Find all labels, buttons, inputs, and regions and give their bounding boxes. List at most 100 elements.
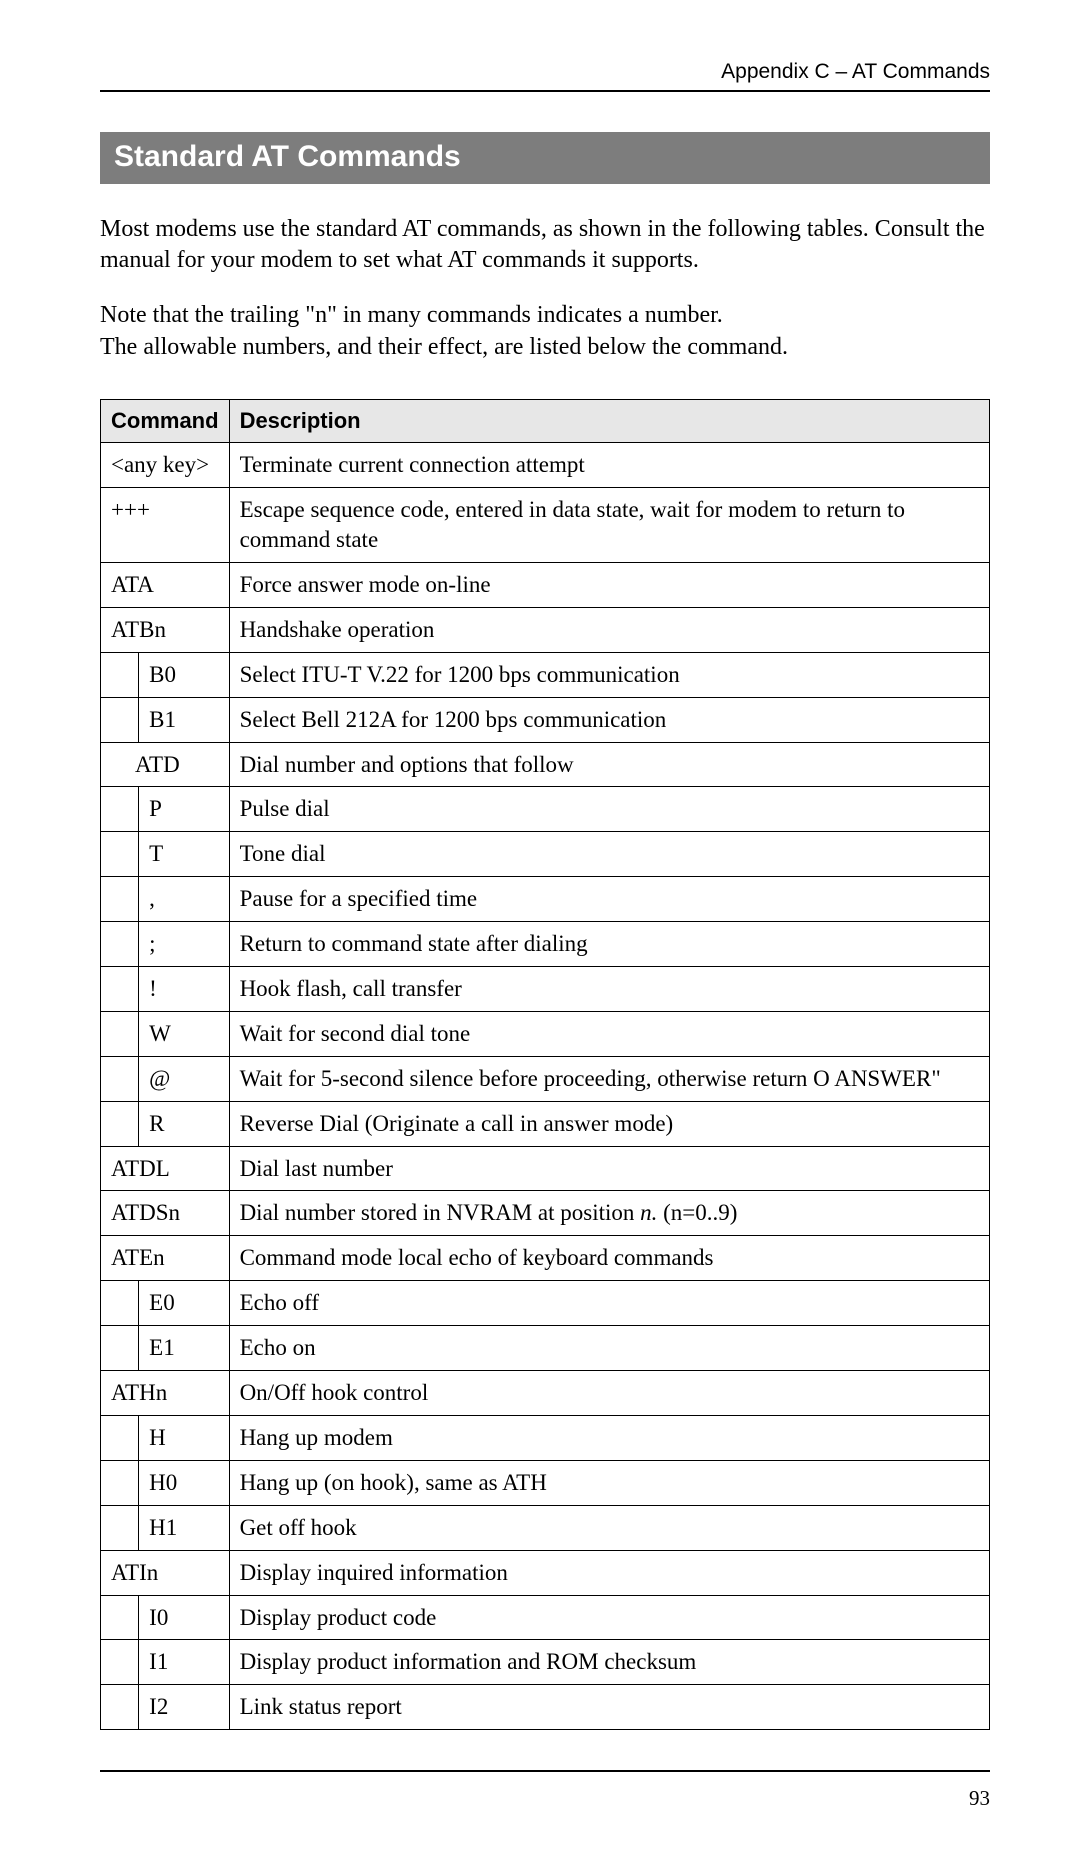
description-cell: Wait for second dial tone [229, 1011, 989, 1056]
command-cell: ATIn [101, 1550, 230, 1595]
description-cell: Display inquired information [229, 1550, 989, 1595]
indent-cell [101, 877, 139, 922]
sub-command-cell: R [139, 1101, 229, 1146]
indent-cell [101, 1685, 139, 1730]
description-cell: Handshake operation [229, 607, 989, 652]
table-row: !Hook flash, call transfer [101, 967, 990, 1012]
table-row: <any key>Terminate current connection at… [101, 443, 990, 488]
table-row: E1Echo on [101, 1326, 990, 1371]
indent-cell [101, 1281, 139, 1326]
table-row: ATDDial number and options that follow [101, 742, 990, 787]
table-row: ;Return to command state after dialing [101, 922, 990, 967]
table-row: ATInDisplay inquired information [101, 1550, 990, 1595]
table-row: HHang up modem [101, 1415, 990, 1460]
description-cell: Dial number and options that follow [229, 742, 989, 787]
sub-command-cell: H0 [139, 1460, 229, 1505]
sub-command-cell: H [139, 1415, 229, 1460]
table-header-description: Description [229, 399, 989, 443]
indent-cell [101, 1101, 139, 1146]
table-body: <any key>Terminate current connection at… [101, 443, 990, 1730]
indent-cell [101, 1011, 139, 1056]
indent-cell [101, 1505, 139, 1550]
table-row: RReverse Dial (Originate a call in answe… [101, 1101, 990, 1146]
note-line-2: The allowable numbers, and their effect,… [100, 334, 788, 360]
page: Appendix C – AT Commands Standard AT Com… [0, 0, 1080, 1861]
description-cell: Hang up modem [229, 1415, 989, 1460]
sub-command-cell: P [139, 787, 229, 832]
table-row: +++Escape sequence code, entered in data… [101, 488, 990, 563]
table-row: ATEnCommand mode local echo of keyboard … [101, 1236, 990, 1281]
table-row: I2Link status report [101, 1685, 990, 1730]
description-cell: Get off hook [229, 1505, 989, 1550]
table-row: @Wait for 5-second silence before procee… [101, 1056, 990, 1101]
description-cell: Dial last number [229, 1146, 989, 1191]
header-rule [100, 90, 990, 92]
indent-cell [101, 1326, 139, 1371]
indent-cell [101, 697, 139, 742]
sub-command-cell: W [139, 1011, 229, 1056]
page-number: 93 [100, 1786, 990, 1811]
description-cell: Tone dial [229, 832, 989, 877]
command-cell: ATEn [101, 1236, 230, 1281]
description-cell: Terminate current connection attempt [229, 443, 989, 488]
sub-command-cell: B0 [139, 652, 229, 697]
description-cell: On/Off hook control [229, 1371, 989, 1416]
indent-cell [101, 1056, 139, 1101]
table-row: H1Get off hook [101, 1505, 990, 1550]
sub-command-cell: ; [139, 922, 229, 967]
indent-cell [101, 652, 139, 697]
table-row: I0Display product code [101, 1595, 990, 1640]
at-commands-table-wrap: Command Description <any key>Terminate c… [100, 399, 990, 1730]
table-row: E0Echo off [101, 1281, 990, 1326]
command-cell: ATDSn [101, 1191, 230, 1236]
description-cell: Escape sequence code, entered in data st… [229, 488, 989, 563]
note-paragraph: Note that the trailing "n" in many comma… [100, 300, 990, 362]
table-row: H0Hang up (on hook), same as ATH [101, 1460, 990, 1505]
indent-cell [101, 967, 139, 1012]
table-row: ,Pause for a specified time [101, 877, 990, 922]
indent-cell [101, 1460, 139, 1505]
table-row: WWait for second dial tone [101, 1011, 990, 1056]
indent-cell [101, 922, 139, 967]
indent-cell [101, 1415, 139, 1460]
table-row: TTone dial [101, 832, 990, 877]
description-cell: Pause for a specified time [229, 877, 989, 922]
description-cell: Echo off [229, 1281, 989, 1326]
sub-command-cell: E1 [139, 1326, 229, 1371]
table-row: ATBnHandshake operation [101, 607, 990, 652]
sub-command-cell: @ [139, 1056, 229, 1101]
footer-rule [100, 1770, 990, 1772]
command-cell: ATDL [101, 1146, 230, 1191]
command-cell: ATD [101, 742, 230, 787]
sub-command-cell: I2 [139, 1685, 229, 1730]
table-row: ATDSnDial number stored in NVRAM at posi… [101, 1191, 990, 1236]
description-cell: Reverse Dial (Originate a call in answer… [229, 1101, 989, 1146]
at-commands-table: Command Description <any key>Terminate c… [100, 399, 990, 1730]
table-row: B1Select Bell 212A for 1200 bps communic… [101, 697, 990, 742]
sub-command-cell: I0 [139, 1595, 229, 1640]
description-cell: Wait for 5-second silence before proceed… [229, 1056, 989, 1101]
table-row: PPulse dial [101, 787, 990, 832]
command-cell: <any key> [101, 443, 230, 488]
sub-command-cell: H1 [139, 1505, 229, 1550]
description-cell: Echo on [229, 1326, 989, 1371]
description-cell: Link status report [229, 1685, 989, 1730]
table-row: ATHnOn/Off hook control [101, 1371, 990, 1416]
section-title: Standard AT Commands [100, 132, 990, 184]
command-cell: +++ [101, 488, 230, 563]
running-head: Appendix C – AT Commands [100, 60, 990, 84]
description-cell: Force answer mode on-line [229, 563, 989, 608]
table-row: I1Display product information and ROM ch… [101, 1640, 990, 1685]
description-cell: Pulse dial [229, 787, 989, 832]
table-header-row: Command Description [101, 399, 990, 443]
sub-command-cell: , [139, 877, 229, 922]
description-cell: Command mode local echo of keyboard comm… [229, 1236, 989, 1281]
description-cell: Select Bell 212A for 1200 bps communicat… [229, 697, 989, 742]
indent-cell [101, 1640, 139, 1685]
sub-command-cell: I1 [139, 1640, 229, 1685]
indent-cell [101, 787, 139, 832]
description-cell: Dial number stored in NVRAM at position … [229, 1191, 989, 1236]
table-header-command: Command [101, 399, 230, 443]
note-line-1: Note that the trailing "n" in many comma… [100, 302, 723, 328]
intro-paragraph: Most modems use the standard AT commands… [100, 214, 990, 276]
